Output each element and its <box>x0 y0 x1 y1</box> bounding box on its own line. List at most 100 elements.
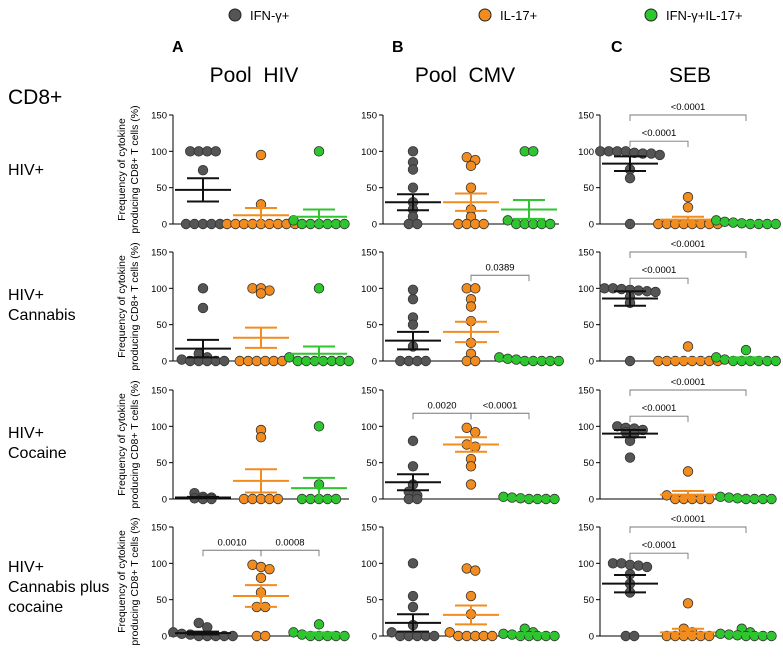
p-value-label: <0.0001 <box>671 377 706 388</box>
data-point <box>407 461 419 472</box>
y-axis-label: Frequency of cytokine <box>116 393 128 496</box>
data-point <box>219 355 230 367</box>
data-point <box>465 301 477 312</box>
column-letter-c: C <box>611 39 623 56</box>
column-letter-b: B <box>392 39 404 56</box>
y-tick-label: 100 <box>151 284 167 295</box>
significance-bracket <box>202 549 262 557</box>
y-tick-label: 0 <box>372 220 377 231</box>
data-point <box>654 149 665 161</box>
data-point <box>407 590 419 602</box>
y-tick-label: 50 <box>366 595 377 606</box>
data-point <box>682 466 694 477</box>
y-tick-label: 150 <box>151 386 167 397</box>
y-tick-label: 150 <box>361 386 377 397</box>
data-point <box>545 218 556 230</box>
significance-bracket <box>629 140 689 148</box>
y-axis-label: producing CD8+ T cells (%) <box>129 242 141 370</box>
significance-bracket <box>629 114 747 121</box>
data-point <box>429 630 440 642</box>
y-tick-label: 0 <box>589 357 594 368</box>
data-point <box>313 146 325 157</box>
data-point <box>255 561 267 573</box>
data-point <box>197 283 209 294</box>
y-tick-label: 100 <box>361 284 377 295</box>
y-tick-label: 50 <box>366 320 377 331</box>
legend-label-ifng: IFN-γ+ <box>250 8 289 23</box>
data-point <box>197 302 209 314</box>
y-tick-label: 50 <box>366 458 377 469</box>
row-label: Cannabis <box>8 307 76 324</box>
data-point <box>260 630 271 642</box>
legend-marker-il17 <box>478 8 492 22</box>
row-label: HIV+ <box>8 425 44 442</box>
data-point <box>272 493 284 505</box>
significance-bracket <box>470 412 530 420</box>
panel-r1-c2: 0 50 100 150 <0.0001 <0.0001 <box>578 239 781 368</box>
data-point <box>711 352 722 363</box>
y-tick-label: 150 <box>578 523 594 534</box>
data-point <box>704 630 715 642</box>
data-point <box>470 355 481 367</box>
data-point <box>313 283 325 294</box>
row-label: HIV+ <box>8 162 44 179</box>
data-point <box>255 432 267 443</box>
column-title-b: Pool CMV <box>415 64 515 87</box>
data-point <box>470 426 481 438</box>
p-value-label: <0.0001 <box>642 128 677 139</box>
data-point <box>553 355 564 367</box>
data-point <box>629 630 640 642</box>
y-tick-label: 100 <box>151 147 167 158</box>
panel-r2-c0: 0 50 100 150 Frequency of cytokine producing … <box>116 380 349 509</box>
data-point <box>343 355 354 367</box>
data-point <box>620 146 631 157</box>
data-point <box>770 218 781 230</box>
data-point <box>646 148 657 159</box>
y-tick-label: 50 <box>156 595 167 606</box>
significance-bracket <box>412 412 472 420</box>
column-title-a: Pool HIV <box>210 64 299 87</box>
y-tick-label: 100 <box>151 559 167 570</box>
data-point <box>624 218 636 230</box>
column-title-c: SEB <box>669 64 711 87</box>
column-letter-a: A <box>172 39 184 56</box>
y-tick-label: 0 <box>162 495 167 506</box>
row-label: HIV+ <box>8 287 44 304</box>
data-point <box>478 218 489 230</box>
y-tick-label: 150 <box>578 248 594 259</box>
y-tick-label: 50 <box>156 458 167 469</box>
y-tick-label: 100 <box>578 559 594 570</box>
panel-r2-c2: 0 50 100 150 <0.0001 <0.0001 <box>578 377 777 506</box>
y-tick-label: 0 <box>162 220 167 231</box>
data-point <box>193 617 204 629</box>
p-value-label: <0.0001 <box>642 403 677 414</box>
data-point <box>461 422 472 433</box>
y-tick-label: 0 <box>589 632 594 643</box>
p-value-label: <0.0001 <box>483 400 518 411</box>
data-point <box>407 294 419 305</box>
data-point <box>247 559 258 570</box>
data-point <box>420 355 431 367</box>
data-point <box>197 165 209 176</box>
y-tick-label: 0 <box>589 220 594 231</box>
row-label: Cocaine <box>8 445 67 462</box>
data-point <box>407 319 419 330</box>
p-value-label: <0.0001 <box>671 102 706 113</box>
data-point <box>650 286 661 298</box>
data-point <box>770 355 781 367</box>
y-tick-label: 150 <box>151 248 167 259</box>
significance-bracket <box>629 526 747 533</box>
p-value-label: 0.0010 <box>217 537 246 548</box>
y-tick-label: 0 <box>162 357 167 368</box>
data-point <box>633 560 644 571</box>
data-point <box>616 558 627 569</box>
data-point <box>682 191 694 203</box>
data-point <box>255 572 267 584</box>
y-tick-label: 150 <box>151 111 167 122</box>
data-point <box>624 452 636 463</box>
data-point <box>255 288 267 299</box>
y-axis-label: Frequency of cytokine <box>116 118 128 221</box>
y-tick-label: 0 <box>372 357 377 368</box>
legend-marker-ifng <box>228 8 242 22</box>
data-point <box>494 352 505 363</box>
